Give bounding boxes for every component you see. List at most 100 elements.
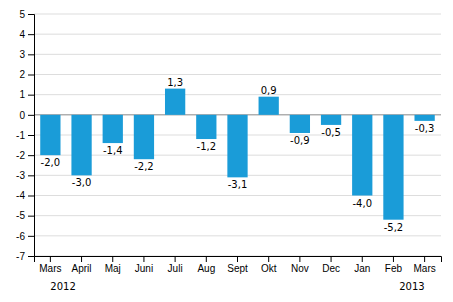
chart: -2,0-3,0-1,4-2,21,3-1,2-3,10,9-0,9-0,5-4… (0, 0, 453, 302)
tick-mark (112, 256, 113, 262)
tick-label: April (72, 263, 92, 274)
grid-line (34, 14, 441, 15)
data-label: -4,0 (352, 198, 372, 209)
tick-label: Mars (414, 263, 436, 274)
tick: Juli (168, 256, 183, 274)
tick-mark (143, 256, 144, 262)
data-labels: -2,0-3,0-1,4-2,21,3-1,2-3,10,9-0,9-0,5-4… (41, 77, 435, 233)
tick: 3 (19, 49, 34, 60)
tick-mark (28, 135, 34, 136)
tick: Jan (354, 256, 370, 274)
tick-mark (175, 256, 176, 262)
data-label: -1,2 (197, 141, 217, 152)
tick-mark (362, 256, 363, 262)
tick-label: -3 (16, 170, 25, 181)
bar (103, 115, 123, 143)
grid-line (34, 54, 441, 55)
tick-label: Feb (385, 263, 403, 274)
tick-label: -1 (16, 130, 25, 141)
tick-label: 2 (19, 69, 25, 80)
tick: 2 (19, 69, 34, 80)
tick: Feb (385, 256, 403, 274)
bar (227, 115, 247, 178)
tick-mark (28, 256, 34, 257)
data-label: -1,4 (103, 145, 123, 156)
tick: Okt (261, 256, 277, 274)
data-label: 0,9 (261, 85, 277, 96)
tick-mark (28, 236, 34, 237)
data-label: -0,3 (415, 123, 435, 134)
bar (40, 115, 60, 155)
tick-mark (50, 256, 51, 262)
tick-label: -6 (16, 231, 25, 242)
bar (196, 115, 216, 139)
data-label: 1,3 (167, 77, 183, 88)
tick-mark (28, 75, 34, 76)
annotation: 2013 (399, 281, 424, 292)
tick: Nov (291, 256, 309, 274)
grid-line (34, 235, 441, 236)
tick: 4 (19, 29, 34, 40)
grid-line (34, 34, 441, 35)
tick-label: Nov (291, 263, 309, 274)
tick-label: 1 (19, 89, 25, 100)
tick: 0 (19, 110, 34, 121)
tick: -6 (16, 231, 34, 242)
tick: Mars (414, 256, 436, 274)
tick-mark (28, 196, 34, 197)
tick: Sept (227, 256, 248, 274)
tick-label: Juni (135, 263, 153, 274)
plot: -2,0-3,0-1,4-2,21,3-1,2-3,10,9-0,9-0,5-4… (16, 9, 441, 292)
tick-mark (28, 216, 34, 217)
data-label: -3,1 (228, 179, 248, 190)
tick-label: Dec (322, 263, 340, 274)
data-label: -0,5 (321, 127, 341, 138)
tick-mark (28, 14, 34, 15)
tick-label: -2 (16, 150, 25, 161)
tick: 1 (19, 89, 34, 100)
grid-line (34, 74, 441, 75)
tick-label: Okt (261, 263, 277, 274)
tick-mark (237, 256, 238, 262)
tick: Mars (39, 256, 61, 274)
tick: Juni (135, 256, 153, 274)
tick-label: -7 (16, 251, 25, 262)
tick: -2 (16, 150, 34, 161)
data-label: -3,0 (72, 177, 92, 188)
tick-mark (28, 115, 34, 116)
tick: Aug (197, 256, 215, 274)
bar (352, 115, 372, 196)
bar (414, 115, 434, 121)
tick-mark (393, 256, 394, 262)
tick: 5 (19, 9, 34, 20)
tick: -7 (16, 251, 34, 262)
tick: -5 (16, 210, 34, 221)
bars (40, 89, 435, 220)
tick-label: -5 (16, 210, 25, 221)
y-axis: -7 -6 -5 -4 -3 -2 -1 0 1 2 3 4 5 (16, 9, 34, 262)
tick: Dec (322, 256, 340, 274)
tick-mark (424, 256, 425, 262)
data-label: -2,0 (41, 157, 61, 168)
tick-label: Juli (168, 263, 183, 274)
bar (321, 115, 341, 125)
grid-line (34, 94, 441, 95)
axis-line (35, 257, 442, 263)
tick-mark (28, 54, 34, 55)
tick-label: -4 (16, 190, 25, 201)
tick-mark (28, 155, 34, 156)
tick-mark (28, 34, 34, 35)
grid-line (34, 195, 441, 196)
tick-label: Sept (227, 263, 248, 274)
tick-mark (28, 175, 34, 176)
bar (165, 89, 185, 115)
tick: -1 (16, 130, 34, 141)
bar (383, 115, 403, 220)
bar (134, 115, 154, 159)
tick: Maj (105, 256, 121, 274)
tick-mark (28, 95, 34, 96)
tick-mark (81, 256, 82, 262)
bar (259, 97, 279, 115)
tick-label: 0 (19, 110, 25, 121)
tick: -4 (16, 190, 34, 201)
